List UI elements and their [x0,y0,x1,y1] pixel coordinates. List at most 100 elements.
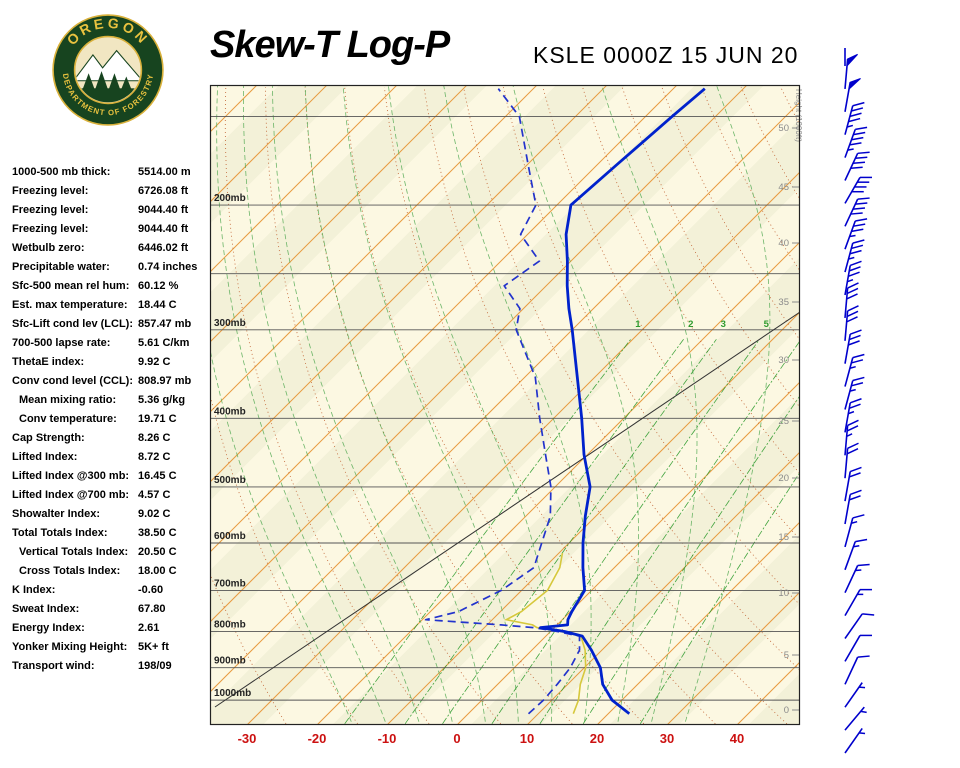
pressure-label: 700mb [214,578,246,589]
stat-value: 5.36 g/kg [138,394,186,406]
pressure-label: 1000mb [214,688,251,699]
stat-label: ThetaE index: [12,356,85,368]
stat-row: Transport wind: 198/09 [12,657,212,676]
height-label: 5 [784,650,789,661]
stat-label: Lifted Index @300 mb: [12,470,130,482]
temp-tick-label: 40 [730,731,744,746]
stat-row: Freezing level: 6726.08 ft [12,182,212,201]
wind-barb [844,466,862,502]
mixing-ratio-label: 2 [688,319,693,330]
mixing-ratio-line [344,339,632,725]
stat-label: Sfc-Lift cond lev (LCL): [12,318,133,330]
stat-label: Lifted Index @700 mb: [12,489,130,501]
stat-label: 1000-500 mb thick: [12,166,111,178]
stat-label: Freezing level: [12,204,89,216]
stat-value: 0.74 inches [138,261,198,273]
temp-tick-label: -30 [238,731,257,746]
pressure-label: 200mb [214,193,246,204]
temp-tick-label: 30 [660,731,674,746]
moist-adiabat-line [443,85,592,722]
wind-barb [844,419,859,456]
stat-row: Sfc-500 mean rel hum: 60.12 % [12,277,212,296]
wind-barb [844,538,868,571]
stat-value: 6446.02 ft [138,242,189,254]
stat-value: 5K+ ft [138,641,169,653]
pressure-label: 900mb [214,656,246,667]
skewt-plot-svg: 1 2 3 5 8 12 20200mb300mb400mb500mb600mb700mb8… [209,84,803,746]
stat-label: Conv cond level (CCL): [12,375,134,387]
pressure-label: 400mb [214,406,246,417]
stat-value: 38.50 C [138,527,177,539]
stat-label: Energy Index: [12,622,85,634]
height-label: 20 [778,473,789,484]
moist-adiabat-line [512,85,639,722]
stat-value: 808.97 mb [138,375,192,387]
wind-barb [844,282,859,318]
stat-row: ThetaE index: 9.92 C [12,353,212,372]
stat-value: 8.26 C [138,432,171,444]
stat-value: 857.47 mb [138,318,192,330]
wind-barb [844,78,861,112]
isotherm-line [210,85,678,553]
wind-barb [844,706,867,731]
stat-row: Cap Strength: 8.26 C [12,429,212,448]
wind-barb [844,329,862,364]
dry-adiabat-line [210,572,287,725]
stat-label: K Index: [12,584,56,596]
stat-row: 1000-500 mb thick: 5514.00 m [12,163,212,182]
pressure-label: 800mb [214,619,246,630]
wind-barb [844,218,868,250]
moist-adiabat-line [342,85,519,722]
odf-logo: OREGON DEPARTMENT OF FORESTRY [52,14,164,126]
stat-value: 19.71 C [138,413,177,425]
stat-row: Total Totals Index: 38.50 C [12,524,212,543]
stat-row: Yonker Mixing Height: 5K+ ft [12,638,212,657]
isotherm-line [246,171,800,725]
isotherm-line [210,85,748,623]
wind-barb [844,655,870,685]
stat-row: Freezing level: 9044.40 ft [12,220,212,239]
stat-row: Lifted Index @700 mb: 4.57 C [12,486,212,505]
height-label: 45 [778,182,789,193]
stat-value: 20.50 C [138,546,177,558]
dry-adiabat-line [344,87,645,725]
wind-barb [844,634,872,662]
wind-barb [844,53,858,89]
wind-barb [844,48,846,66]
moist-adiabat-line [387,85,553,722]
dry-adiabat-line [265,87,502,725]
moist-adiabat-line [272,85,453,722]
stat-label: Cross Totals Index: [19,565,121,577]
moist-adiabat-line [685,85,771,722]
wind-barb [844,514,865,548]
stat-label: Yonker Mixing Height: [12,641,128,653]
dry-adiabat-line [224,87,430,725]
dry-adiabat-line [384,87,716,725]
wind-barb [844,613,875,639]
isotherm-line [210,85,328,203]
wind-barb [844,305,859,341]
stat-label: Freezing level: [12,223,89,235]
stat-value: 2.61 [138,622,160,634]
wind-barb [844,353,865,387]
height-axis-label: Height (1000ft) [794,89,803,142]
mixing-ratio-label: 3 [721,319,726,330]
stat-label: Transport wind: [12,660,95,672]
stat-label: Mean mixing ratio: [19,394,117,406]
stat-row: Sweat Index: 67.80 [12,600,212,619]
pressure-label: 500mb [214,475,246,486]
stat-row: Lifted Index @300 mb: 16.45 C [12,467,212,486]
moist-adiabat-line [210,347,352,722]
wind-barb [844,151,870,181]
stat-row: 700-500 lapse rate: 5.61 C/km [12,334,212,353]
stat-value: 4.57 C [138,489,171,501]
isotherm-line [210,101,800,693]
wind-barb [844,563,870,594]
stat-label: Conv temperature: [19,413,117,425]
wind-barb [844,588,872,616]
wind-barb [844,239,865,273]
stat-label: 700-500 lapse rate: [12,337,111,349]
height-label: 25 [778,416,789,427]
stat-row: Freezing level: 9044.40 ft [12,201,212,220]
stat-value: 9.92 C [138,356,171,368]
